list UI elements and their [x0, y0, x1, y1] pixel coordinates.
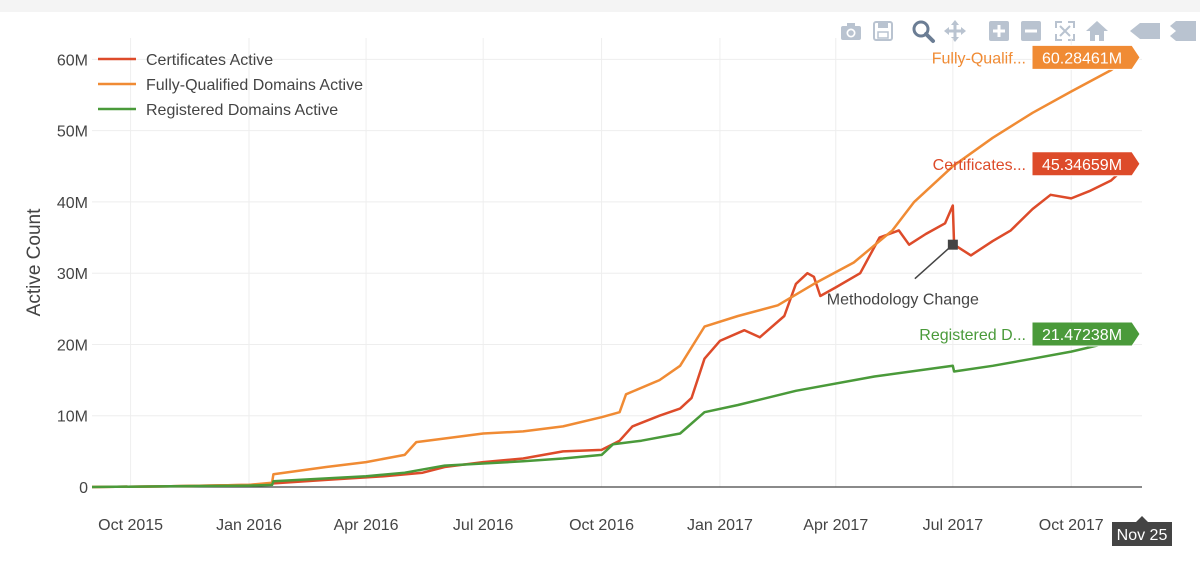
x-tick-label-jan-2016: Jan 2016: [216, 517, 282, 534]
legend[interactable]: Certificates Active Fully-Qualified Domai…: [98, 52, 363, 119]
annotation-arrow-line: [914, 244, 954, 280]
y-axis-label: Active Count: [24, 208, 45, 316]
x-tick-label-jul-2017: Jul 2017: [923, 517, 984, 534]
zoom-in-icon[interactable]: [986, 18, 1012, 44]
x-tick-label-oct-2017: Oct 2017: [1039, 517, 1104, 534]
y-axis-ticks: 0 10M 20M 30M 40M 50M 60M: [57, 52, 88, 497]
autoscale-icon[interactable]: [1052, 18, 1078, 44]
hover-value-text: 60.28461M: [1042, 50, 1122, 67]
hover-labels: 45.34659M Certificates... 60.28461M Fully-Q…: [919, 44, 1141, 347]
hover-compare-icon[interactable]: [1168, 18, 1198, 44]
hover-x-box: [1112, 516, 1172, 546]
y-tick-label-40m: 40M: [57, 195, 88, 212]
y-tick-label-0: 0: [79, 480, 88, 497]
series-layer: [91, 56, 1130, 489]
series-line-certificates-active[interactable]: [91, 162, 1130, 489]
series-line-registered-domains-active[interactable]: [91, 332, 1130, 489]
legend-label: Registered Domains Active: [146, 102, 338, 119]
hover-value-box: [1031, 44, 1141, 70]
pan-icon[interactable]: [942, 18, 968, 44]
hover-label-fully-qualified-domains-active: 60.28461M Fully-Qualif...: [932, 44, 1141, 70]
x-gridlines: [130, 38, 1072, 487]
y-gridlines: [92, 58, 1142, 417]
home-icon[interactable]: [1084, 18, 1110, 44]
y-tick-label-20m: 20M: [57, 337, 88, 354]
series-line-fully-qualified-domains-active[interactable]: [91, 56, 1130, 489]
annotation-layer: Methodology Change: [827, 239, 979, 309]
annotation-marker: [947, 239, 958, 250]
y-tick-label-60m: 60M: [57, 52, 88, 69]
hover-series-name: Registered D...: [919, 327, 1026, 344]
legend-item-certificates-active[interactable]: Certificates Active: [98, 52, 273, 69]
hover-value-text: 45.34659M: [1042, 157, 1122, 174]
hover-closest-icon[interactable]: [1128, 18, 1162, 44]
hover-series-name: Fully-Qualif...: [932, 50, 1026, 67]
legend-label: Fully-Qualified Domains Active: [146, 77, 363, 94]
hover-label-registered-domains-active: 21.47238M Registered D...: [919, 321, 1141, 347]
hover-series-name: Certificates...: [933, 157, 1026, 174]
y-tick-label-50m: 50M: [57, 124, 88, 141]
annotation-text: Methodology Change: [827, 292, 979, 309]
zoom-out-icon[interactable]: [1018, 18, 1044, 44]
x-tick-label-oct-2015: Oct 2015: [98, 517, 163, 534]
x-tick-label-jan-2017: Jan 2017: [687, 517, 753, 534]
legend-item-registered-domains-active[interactable]: Registered Domains Active: [98, 102, 338, 119]
zoom-icon[interactable]: [910, 18, 936, 44]
hover-value-box: [1031, 151, 1141, 177]
legend-item-fully-qualified-domains-active[interactable]: Fully-Qualified Domains Active: [98, 77, 363, 94]
chart-modebar: [838, 18, 1200, 44]
x-tick-label-oct-2016: Oct 2016: [569, 517, 634, 534]
camera-icon[interactable]: [838, 18, 864, 44]
hover-label-certificates-active: 45.34659M Certificates...: [933, 151, 1141, 177]
hover-x-label: Nov 25: [1112, 516, 1172, 546]
hover-x-text: Nov 25: [1117, 527, 1168, 544]
x-axis-ticks: Oct 2015 Jan 2016 Apr 2016 Jul 2016 Oct 2016…: [98, 517, 1104, 534]
hover-value-text: 21.47238M: [1042, 327, 1122, 344]
y-tick-label-30m: 30M: [57, 266, 88, 283]
x-tick-label-apr-2017: Apr 2017: [803, 517, 868, 534]
legend-label: Certificates Active: [146, 52, 273, 69]
hover-value-box: [1031, 321, 1141, 347]
top-strip: [0, 0, 1200, 12]
x-tick-label-apr-2016: Apr 2016: [334, 517, 399, 534]
x-tick-label-jul-2016: Jul 2016: [453, 517, 514, 534]
y-tick-label-10m: 10M: [57, 409, 88, 426]
save-icon[interactable]: [870, 18, 896, 44]
